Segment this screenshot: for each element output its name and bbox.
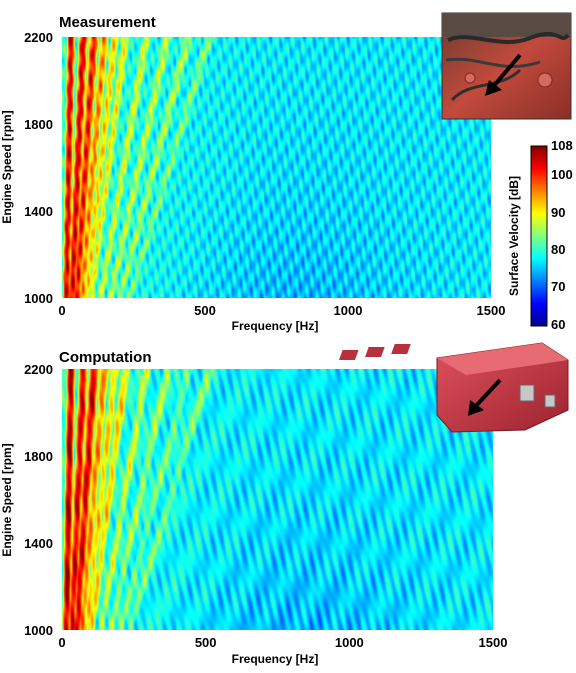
x-tick-label: 500	[195, 635, 217, 650]
y-tick-label: 1000	[24, 291, 53, 306]
measurement-x-axis-label: Frequency [Hz]	[232, 319, 319, 333]
colorbar-tick-label: 90	[551, 205, 565, 220]
measurement-tick-labels: 0 500 1000 1500 1000 1400 1800 2200	[24, 30, 505, 318]
measurement-panel: Measurement Engine Speed [rpm] Frequency…	[0, 12, 572, 333]
measurement-heatmap-container	[62, 37, 491, 298]
colorbar: Surface Velocity [dB] 108 100 90 80 70 6…	[507, 138, 573, 332]
computation-x-axis-label: Frequency [Hz]	[232, 652, 319, 666]
engine-block-model-icon	[338, 342, 569, 433]
y-tick-label: 1400	[24, 536, 53, 551]
colorbar-tick-label: 80	[551, 242, 565, 257]
computation-title: Computation	[59, 349, 151, 366]
colorbar-tick-label: 108	[551, 138, 573, 153]
x-tick-label: 500	[194, 303, 216, 318]
measurement-y-axis-label: Engine Speed [rpm]	[0, 110, 14, 223]
colorbar-tick-label: 60	[551, 317, 565, 332]
y-tick-label: 1000	[24, 623, 53, 638]
computation-y-axis-label: Engine Speed [rpm]	[0, 443, 14, 556]
computation-panel: Computation Engine Speed [rpm] Frequency…	[0, 342, 569, 666]
colorbar-label: Surface Velocity [dB]	[507, 176, 521, 296]
y-tick-label: 1400	[24, 204, 53, 219]
y-tick-label: 2200	[24, 30, 53, 45]
colorbar-tick-label: 100	[551, 167, 573, 182]
computation-heatmap-container	[62, 369, 493, 630]
x-tick-label: 1500	[477, 303, 506, 318]
measurement-heatmap	[62, 37, 491, 298]
x-tick-label: 1500	[479, 635, 508, 650]
x-tick-label: 0	[58, 635, 65, 650]
measurement-title: Measurement	[59, 14, 156, 31]
colorbar-tick-label: 70	[551, 279, 565, 294]
y-tick-label: 2200	[24, 362, 53, 377]
x-tick-label: 1000	[334, 303, 363, 318]
x-tick-label: 1000	[335, 635, 364, 650]
photo-engine-icon	[441, 12, 572, 120]
computation-heatmap	[62, 369, 493, 630]
x-tick-label: 0	[58, 303, 65, 318]
computation-tick-labels: 0 500 1000 1500 1000 1400 1800 2200	[24, 362, 507, 650]
y-tick-label: 1800	[24, 449, 53, 464]
y-tick-label: 1800	[24, 117, 53, 132]
colorbar-gradient	[530, 145, 548, 327]
